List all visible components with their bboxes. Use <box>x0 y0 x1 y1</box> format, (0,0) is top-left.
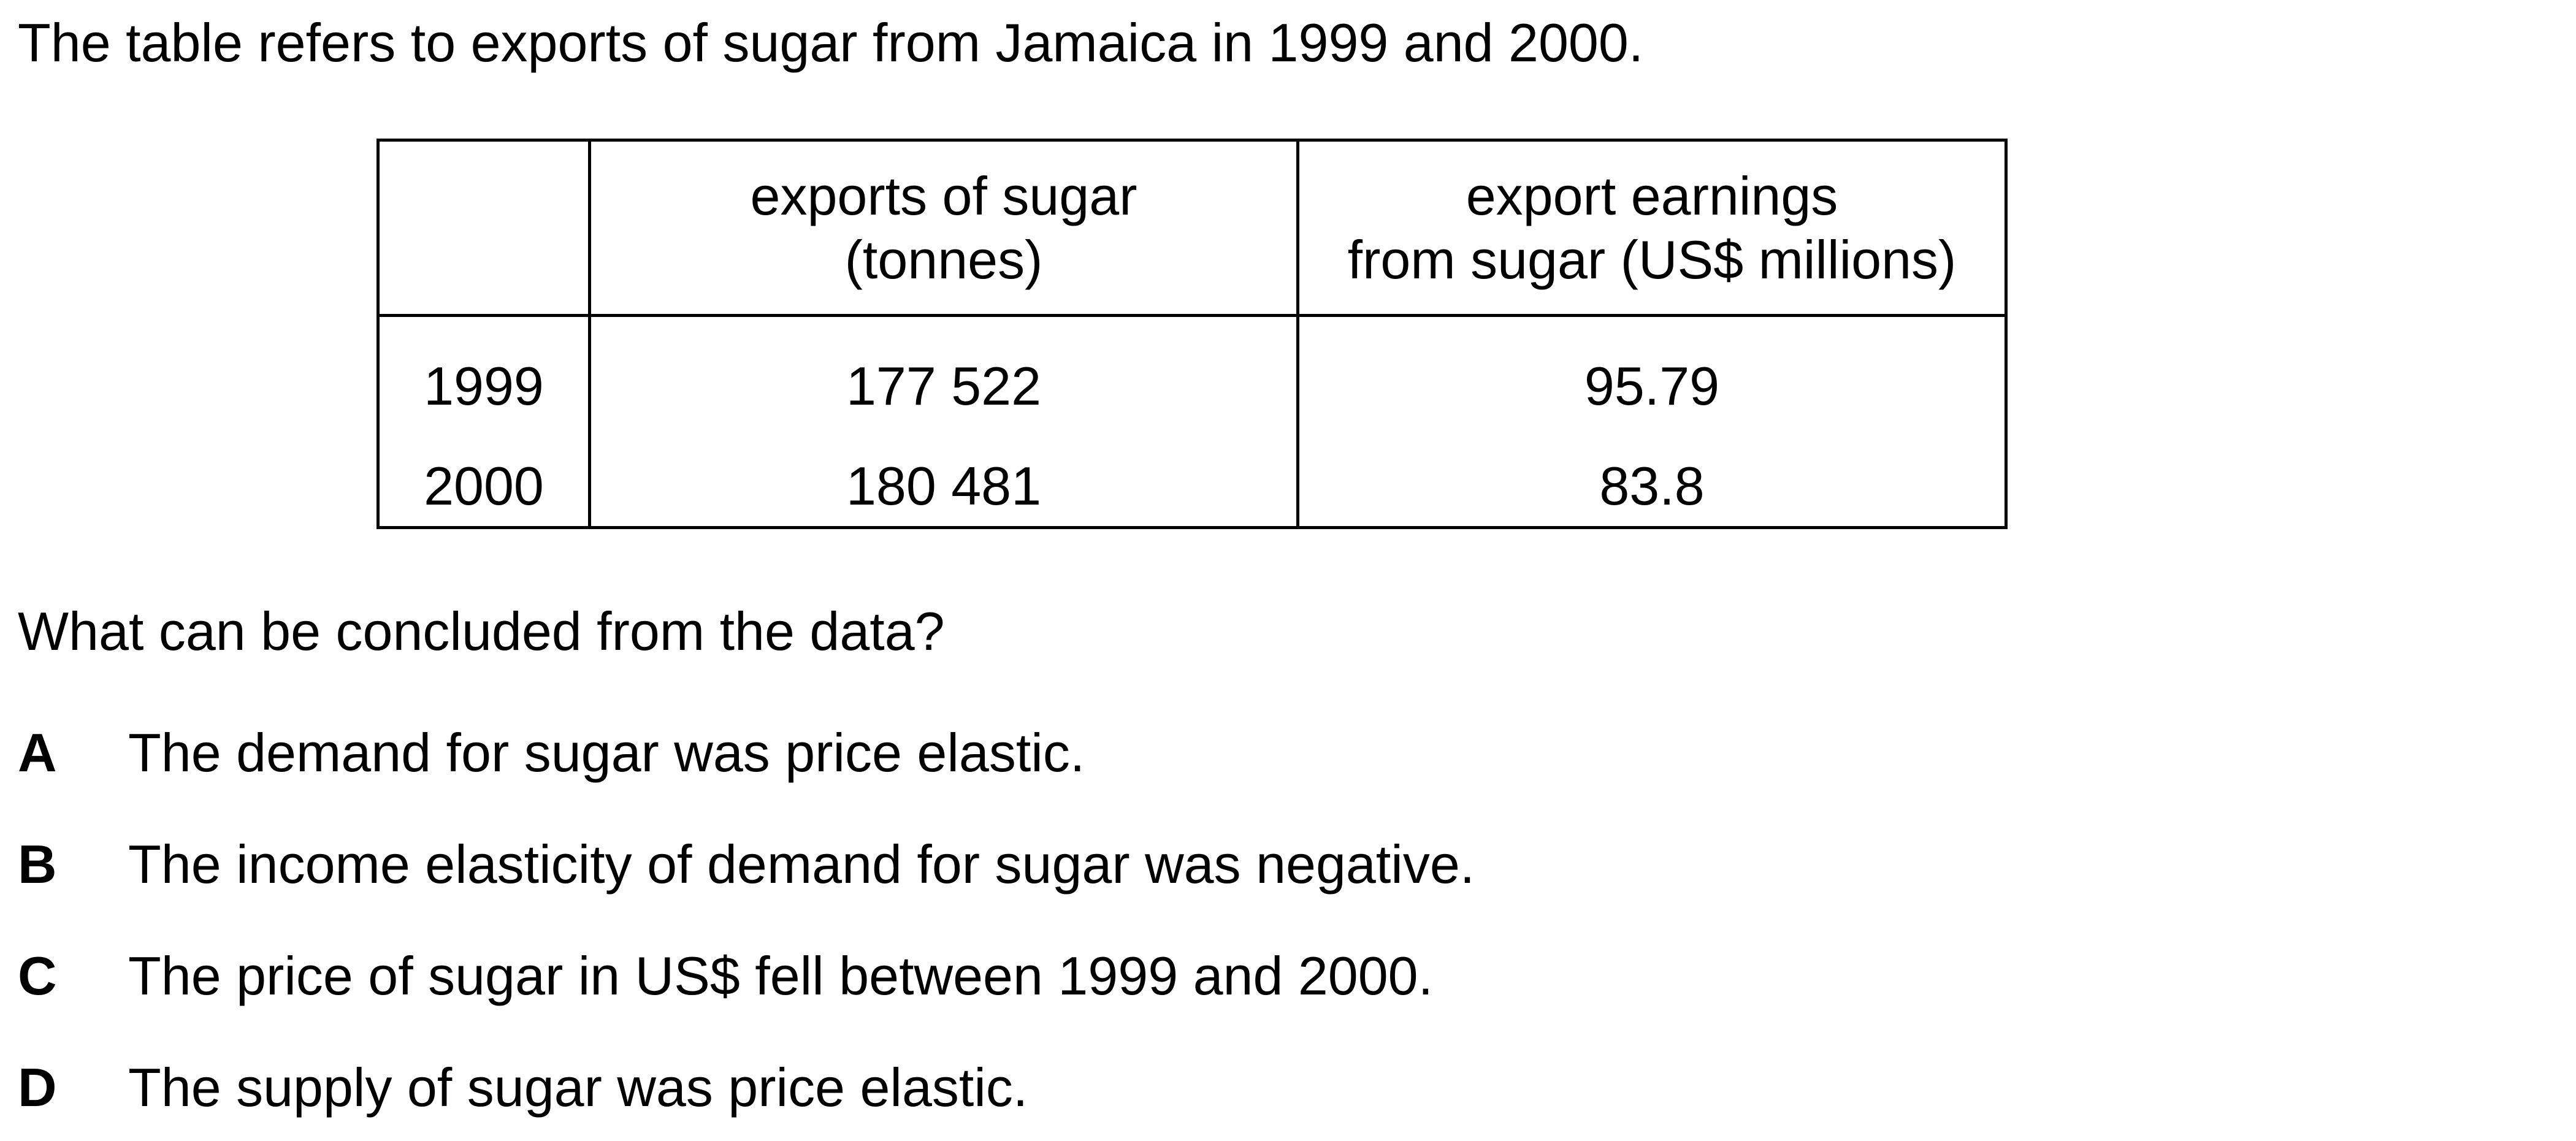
cell-year: 2000 <box>376 456 591 528</box>
option-text: The price of sugar in US$ fell between 1… <box>128 945 1434 1006</box>
option-text: The supply of sugar was price elastic. <box>128 1057 1028 1118</box>
cell-exports: 177 522 <box>588 315 1299 456</box>
option-letter: B <box>18 834 57 895</box>
table-header-row: exports of sugar (tonnes) export earning… <box>376 140 2008 317</box>
cell-earnings: 95.79 <box>1296 315 2008 456</box>
cell-year: 1999 <box>376 315 591 456</box>
header-exports-line2: (tonnes) <box>844 229 1043 290</box>
header-year <box>376 140 591 317</box>
header-earnings-line2: from sugar (US$ millions) <box>1347 229 1957 290</box>
header-exports-line1: exports of sugar <box>750 165 1137 226</box>
cell-exports: 180 481 <box>588 456 1299 528</box>
table-row: 2000 180 481 83.8 <box>376 456 2008 528</box>
option-letter: A <box>18 722 57 783</box>
option-text: The income elasticity of demand for suga… <box>128 834 1475 895</box>
header-earnings-line1: export earnings <box>1466 165 1838 226</box>
table-row: 1999 177 522 95.79 <box>376 315 2008 456</box>
header-exports: exports of sugar (tonnes) <box>588 140 1299 317</box>
intro-text: The table refers to exports of sugar fro… <box>18 12 1644 73</box>
header-earnings: export earnings from sugar (US$ millions… <box>1296 140 2008 317</box>
cell-earnings: 83.8 <box>1296 456 2008 528</box>
option-letter: C <box>18 945 57 1006</box>
option-text: The demand for sugar was price elastic. <box>128 722 1085 783</box>
option-letter: D <box>18 1057 57 1118</box>
sugar-exports-table: exports of sugar (tonnes) export earning… <box>376 139 2008 529</box>
question-text: What can be concluded from the data? <box>18 601 945 662</box>
